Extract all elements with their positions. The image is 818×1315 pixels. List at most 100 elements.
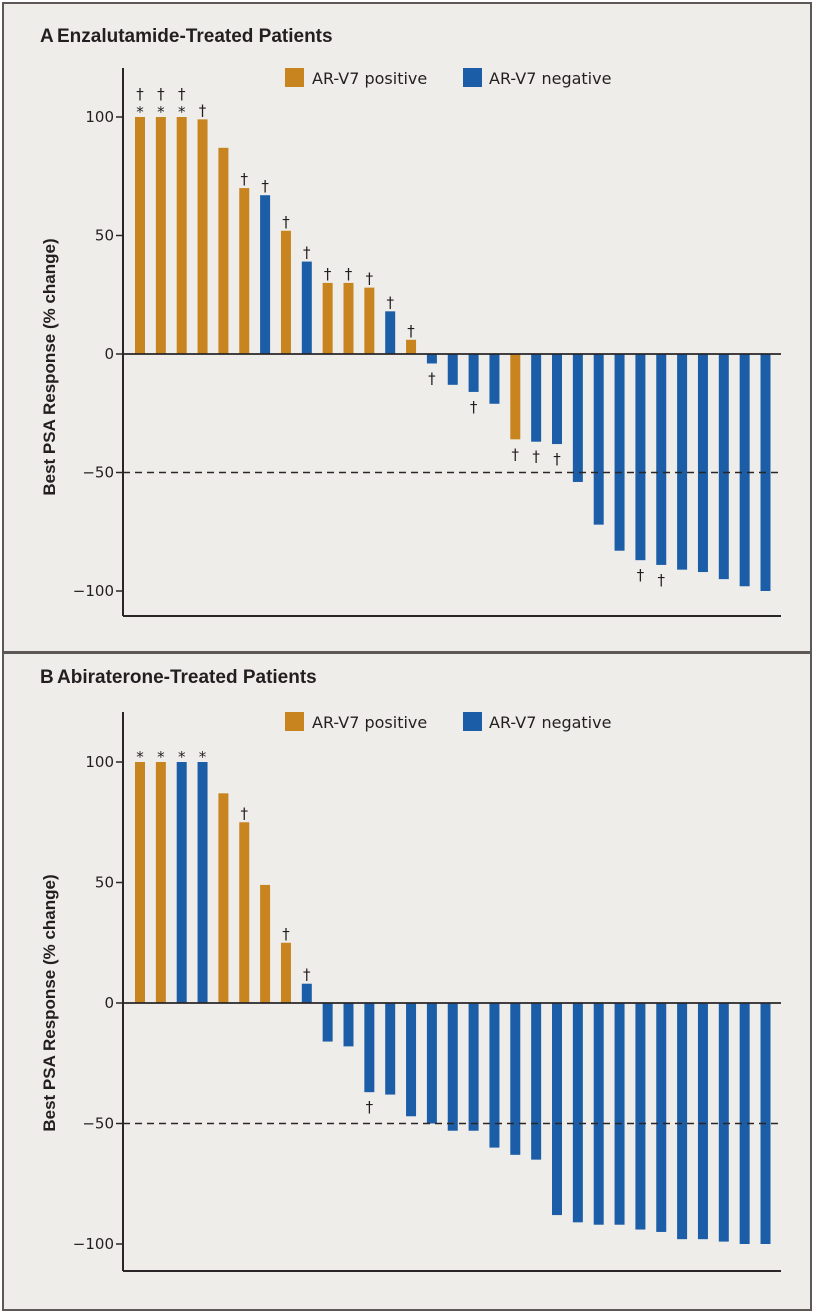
asterisk-marker: *	[178, 103, 186, 121]
bar-positive	[364, 287, 375, 354]
bar-negative	[468, 1003, 479, 1131]
bar-negative	[343, 1003, 354, 1047]
y-tick-label: 0	[104, 994, 114, 1012]
panel-a-plot: *†*†*††† †††† † †††††† † †† †	[116, 68, 781, 617]
bar-negative	[260, 195, 271, 354]
bar-negative	[677, 1003, 688, 1240]
dagger-marker: †	[512, 445, 520, 463]
legend-label-positive: AR-V7 positive	[312, 69, 427, 88]
dagger-marker: †	[407, 322, 415, 340]
dagger-marker: †	[386, 293, 394, 311]
dagger-marker: †	[366, 270, 374, 288]
bar-positive	[155, 762, 166, 1003]
panel-b-plot: * * * * † † † †	[116, 712, 781, 1272]
legend-label-negative: AR-V7 negative	[489, 713, 611, 732]
dagger-marker: †	[428, 369, 436, 387]
bar-negative	[301, 261, 312, 354]
bar-negative	[406, 1003, 417, 1117]
bar-negative	[593, 354, 604, 525]
asterisk-marker: *	[199, 748, 207, 766]
panel-a-y-ticks: 100 50 0 −50 −100	[73, 108, 114, 600]
bar-negative	[552, 354, 562, 445]
bar-negative	[197, 762, 208, 1003]
bar-negative	[468, 354, 479, 392]
bar-negative	[739, 1003, 750, 1244]
bar-negative	[426, 354, 437, 364]
dagger-marker: †	[324, 265, 332, 283]
bar-positive	[343, 282, 354, 354]
bar-negative	[489, 354, 500, 404]
dagger-marker: †	[157, 85, 165, 103]
bar-negative	[593, 1003, 604, 1225]
panel-b-y-axis-title: Best PSA Response (% change)	[40, 874, 59, 1131]
dagger-marker: †	[303, 966, 311, 984]
bar-positive	[406, 339, 417, 354]
asterisk-marker: *	[157, 748, 165, 766]
bar-negative	[635, 1003, 646, 1230]
panel-b-letter: B	[40, 667, 54, 688]
y-tick-label: 50	[95, 874, 114, 892]
y-tick-label: −100	[73, 1235, 114, 1253]
bar-positive	[218, 793, 229, 1003]
panel-a-letter: A	[40, 26, 54, 47]
legend-swatch-positive	[285, 712, 304, 731]
y-tick-label: −50	[82, 464, 114, 482]
dagger-marker: †	[199, 101, 207, 119]
bar-negative	[531, 1003, 542, 1160]
bar-negative	[697, 1003, 708, 1240]
dagger-marker: †	[658, 571, 666, 589]
dagger-marker: †	[241, 804, 249, 822]
bar-negative	[301, 983, 312, 1003]
bar-negative	[614, 354, 625, 551]
bar-positive	[197, 119, 208, 355]
bar-negative	[677, 354, 688, 570]
bar-negative	[364, 1003, 375, 1093]
y-tick-label: 50	[95, 227, 114, 245]
bar-positive	[322, 282, 333, 354]
y-tick-label: 0	[104, 345, 114, 363]
bar-positive	[280, 942, 291, 1003]
bar-negative	[426, 1003, 437, 1124]
legend-swatch-negative	[463, 68, 482, 87]
bar-negative	[656, 354, 667, 565]
bar-negative	[718, 354, 729, 580]
bar-positive	[260, 884, 271, 1003]
bar-negative	[656, 1003, 667, 1232]
asterisk-marker: *	[178, 748, 186, 766]
panel-a-legend: AR-V7 positive AR-V7 negative	[285, 68, 611, 88]
asterisk-marker: *	[157, 103, 165, 121]
bar-negative	[385, 1003, 396, 1095]
bar-positive	[239, 188, 250, 354]
y-tick-label: −50	[82, 1115, 114, 1133]
bar-negative	[176, 762, 187, 1003]
bar-negative	[510, 1003, 521, 1155]
panel-b: B Abiraterone-Treated Patients Best PSA …	[40, 667, 781, 1272]
dagger-marker: †	[532, 448, 540, 466]
dagger-marker: †	[470, 398, 478, 416]
bar-negative	[385, 311, 396, 354]
bar-negative	[531, 354, 542, 442]
legend-label-positive: AR-V7 positive	[312, 713, 427, 732]
bar-negative	[447, 1003, 458, 1131]
dagger-marker: †	[553, 450, 561, 468]
panel-a-title: Enzalutamide-Treated Patients	[57, 26, 333, 47]
bar-negative	[447, 354, 458, 385]
panel-b-legend: AR-V7 positive AR-V7 negative	[285, 712, 611, 732]
bar-positive	[280, 230, 291, 354]
dagger-marker: †	[178, 85, 186, 103]
bar-negative	[552, 1003, 562, 1216]
asterisk-marker: *	[136, 103, 144, 121]
bar-negative	[635, 354, 646, 561]
bar-positive	[135, 762, 145, 1003]
bar-negative	[718, 1003, 729, 1242]
bar-positive	[176, 117, 187, 354]
dagger-marker: †	[261, 177, 269, 195]
bar-negative	[739, 354, 750, 587]
y-tick-label: 100	[85, 108, 114, 126]
dagger-marker: †	[637, 566, 645, 584]
dagger-marker: †	[282, 213, 290, 231]
dagger-marker: †	[366, 1098, 374, 1116]
panel-b-title: Abiraterone-Treated Patients	[57, 667, 317, 688]
panel-b-y-ticks: 100 50 0 −50 −100	[73, 753, 114, 1253]
